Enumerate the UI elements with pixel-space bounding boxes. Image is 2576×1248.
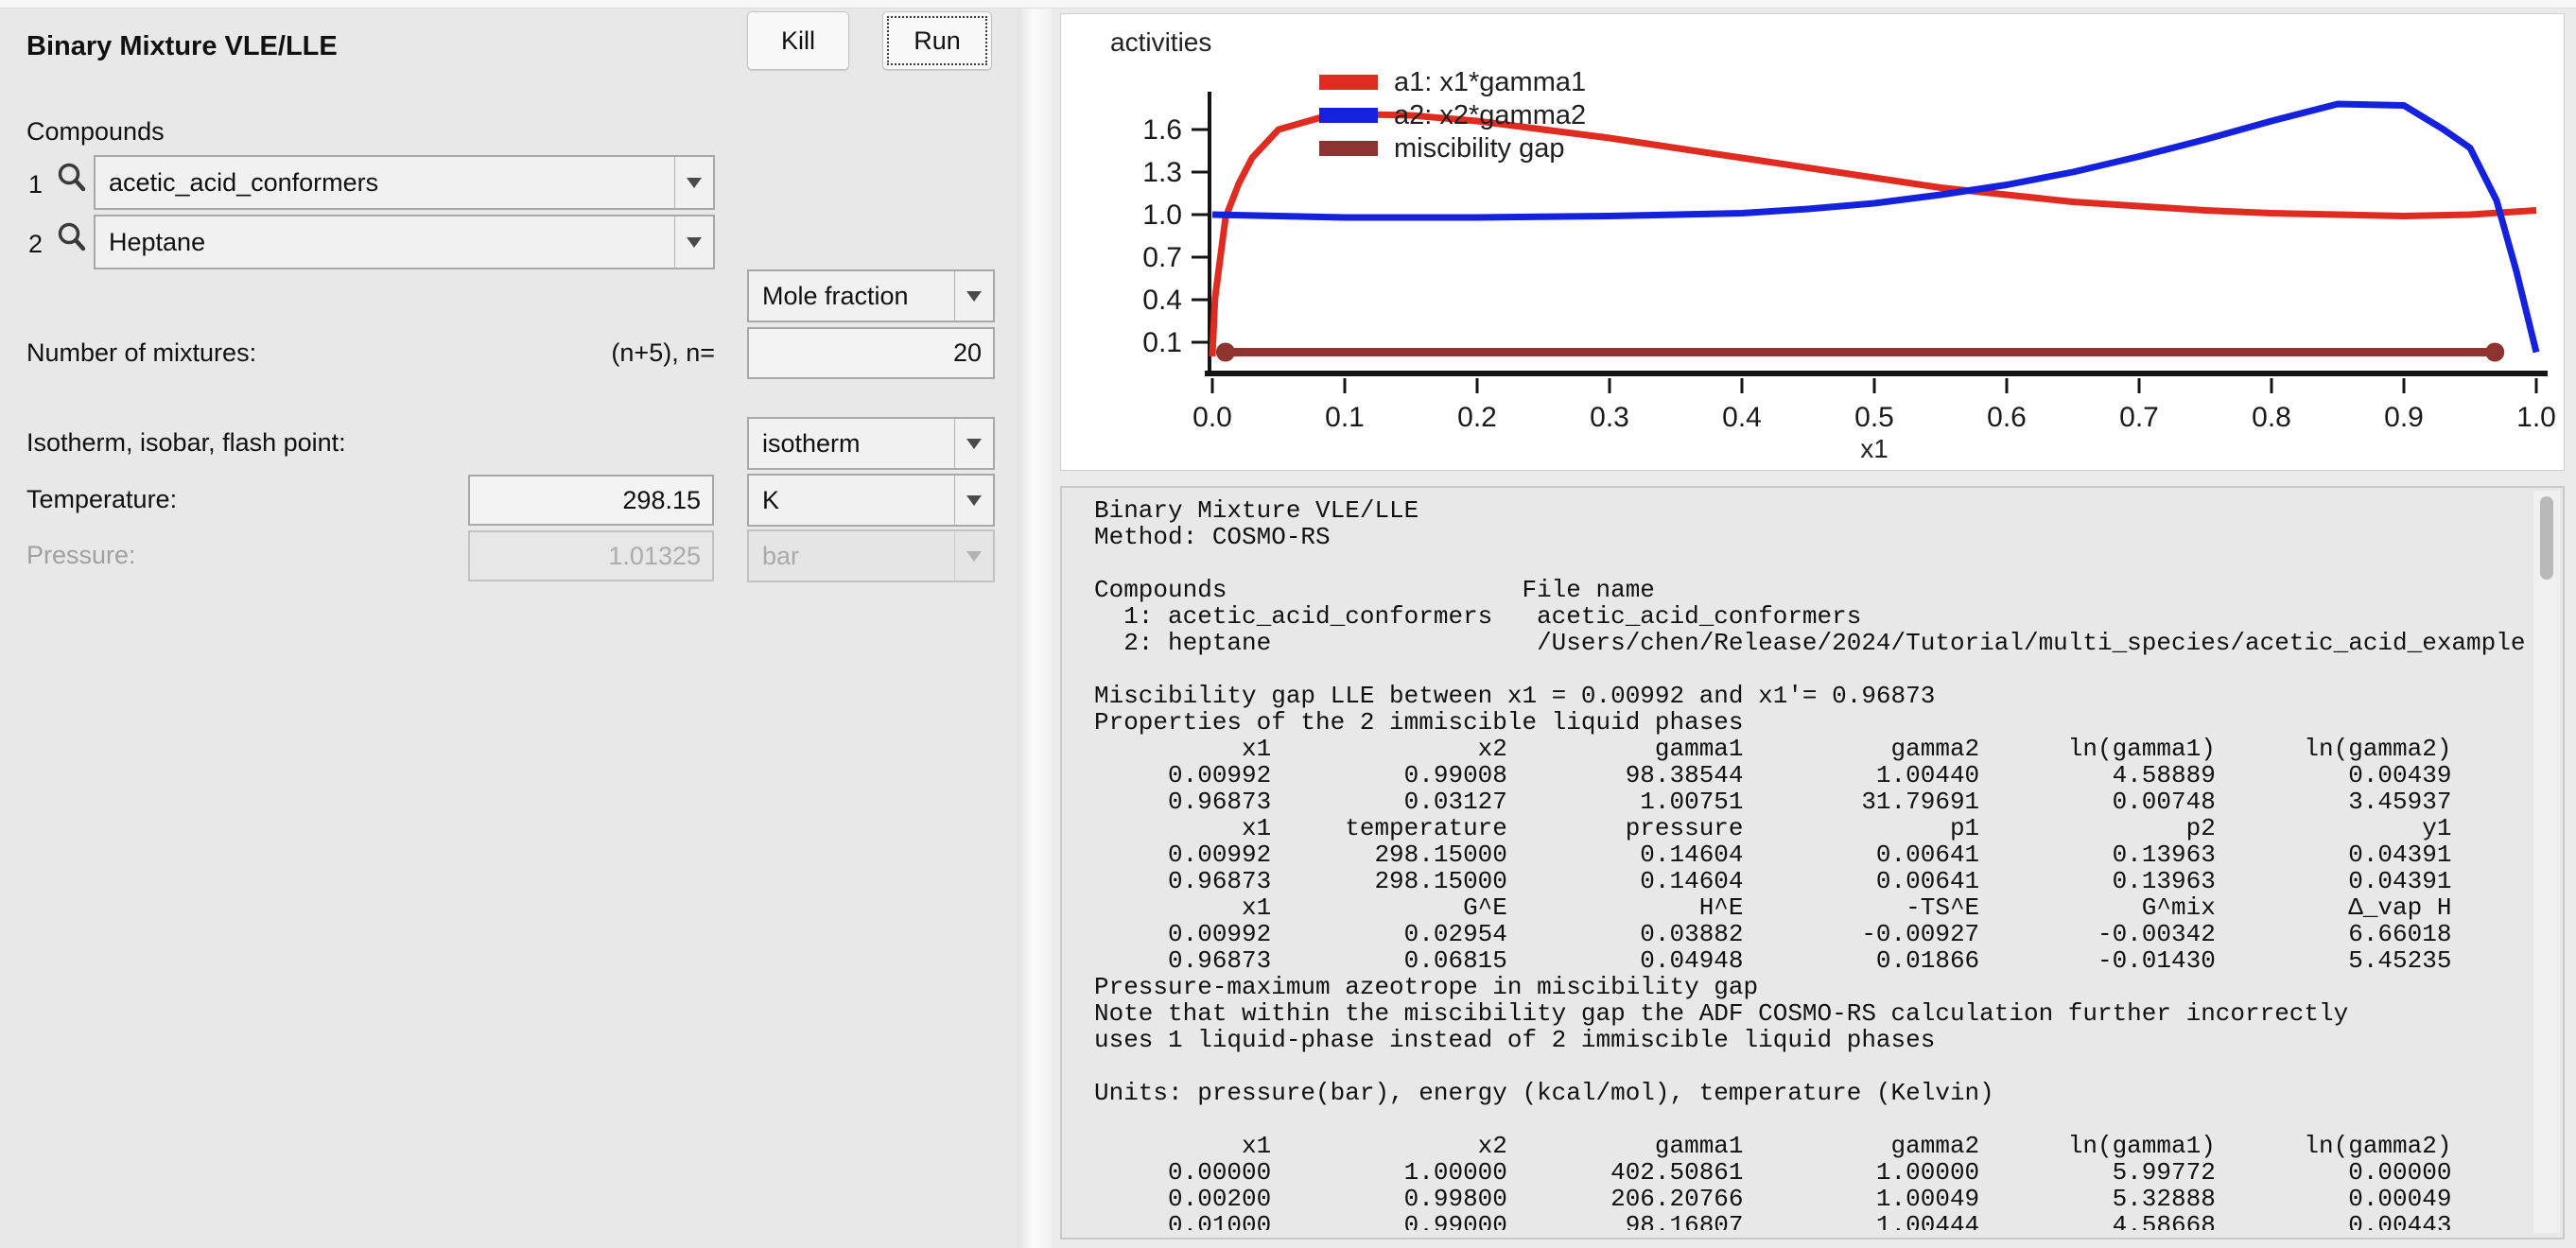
- composition-unit-value: Mole fraction: [762, 281, 909, 310]
- x-tick-label: 0.4: [1722, 402, 1762, 433]
- mixtures-label: Number of mixtures:: [26, 338, 257, 367]
- miscibility-gap-endpoint: [2485, 342, 2505, 362]
- mode-value: isotherm: [762, 428, 861, 458]
- temperature-input[interactable]: [468, 475, 714, 526]
- search-icon: [58, 163, 86, 192]
- miscibility-gap-endpoint: [1215, 342, 1235, 362]
- y-tick-label: 0.4: [1142, 285, 1182, 316]
- x-tick-label: 0.3: [1590, 402, 1629, 433]
- chevron-down-icon: [955, 419, 993, 468]
- y-tick-label: 1.6: [1142, 114, 1182, 146]
- compound-1-index: 1: [28, 170, 44, 199]
- legend-label: a2: x2*gamma2: [1394, 100, 1586, 130]
- series-line-2: [1211, 100, 2540, 354]
- y-tick-label: 0.1: [1142, 327, 1182, 358]
- chevron-down-icon: [955, 271, 993, 321]
- page-title: Binary Mixture VLE/LLE: [26, 31, 338, 61]
- chart-x-axis-label: x1: [1860, 434, 1888, 463]
- kill-button[interactable]: Kill: [747, 11, 849, 70]
- activities-chart: 0.1 0.4 0.7 1.0 1.3 1.6 0.0 0.1 0.2 0.3 0.4 0.5 0.6 0…: [1060, 13, 2565, 471]
- chart-svg: 0.1 0.4 0.7 1.0 1.3 1.6 0.0 0.1 0.2 0.3 0.4 0.5 0.6 0…: [1142, 67, 2556, 433]
- output-scrollbar: [2533, 491, 2560, 1233]
- mixtures-input[interactable]: [747, 327, 995, 379]
- compound-2-search-button[interactable]: [55, 220, 89, 256]
- x-tick-label: 0.2: [1457, 402, 1497, 433]
- temperature-unit-dropdown[interactable]: K: [747, 474, 995, 527]
- pressure-input: [468, 530, 714, 581]
- panel-splitter[interactable]: [1018, 9, 1052, 1248]
- series-line-1: [1209, 111, 2537, 357]
- x-tick-label: 1.0: [2516, 402, 2556, 433]
- chart-title: activities: [1110, 27, 1212, 57]
- compound-2-combobox[interactable]: Heptane: [94, 215, 715, 269]
- combo-separator: [674, 157, 675, 208]
- compounds-label: Compounds: [26, 116, 165, 146]
- settings-panel: Binary Mixture VLE/LLE Kill Run Compound…: [0, 9, 1018, 1248]
- x-tick-label: 0.1: [1325, 402, 1365, 433]
- chevron-down-icon: [955, 476, 993, 525]
- x-tick-label: 0.5: [1854, 402, 1894, 433]
- combo-separator: [954, 476, 955, 525]
- pressure-label: Pressure:: [26, 540, 136, 569]
- x-tick-label: 0.8: [2252, 402, 2291, 433]
- combo-separator: [954, 419, 955, 468]
- chevron-down-icon: [955, 531, 993, 581]
- x-tick-label: 0.7: [2119, 402, 2159, 433]
- mode-label: Isotherm, isobar, flash point:: [26, 427, 346, 457]
- x-tick-label: 0.0: [1192, 402, 1232, 433]
- combo-separator: [954, 531, 955, 581]
- legend-swatch: [1319, 108, 1378, 123]
- y-tick-label: 1.3: [1142, 157, 1182, 188]
- search-icon: [58, 222, 86, 251]
- combo-separator: [954, 271, 955, 321]
- compound-1-search-button[interactable]: [55, 161, 89, 197]
- composition-unit-dropdown[interactable]: Mole fraction: [747, 269, 995, 322]
- compound-1-combobox[interactable]: acetic_acid_conformers: [94, 155, 715, 210]
- x-tick-label: 0.6: [1987, 402, 2027, 433]
- output-text-panel: Binary Mixture VLE/LLE Method: COSMO-RS …: [1060, 486, 2565, 1239]
- legend-swatch: [1319, 75, 1378, 90]
- run-button[interactable]: Run: [882, 11, 992, 70]
- chevron-down-icon: [675, 217, 713, 268]
- legend-label: a1: x1*gamma1: [1394, 67, 1586, 97]
- compound-2-value: Heptane: [109, 227, 206, 256]
- combo-separator: [674, 217, 675, 268]
- legend-label: miscibility gap: [1394, 133, 1565, 164]
- pressure-unit-value: bar: [762, 541, 800, 570]
- temperature-unit-value: K: [762, 485, 780, 514]
- temperature-label: Temperature:: [26, 484, 178, 513]
- pressure-unit-dropdown: bar: [747, 529, 995, 582]
- legend-swatch: [1319, 141, 1378, 156]
- compound-2-index: 2: [28, 230, 44, 258]
- window-top-strip: [0, 0, 2576, 9]
- y-tick-label: 0.7: [1142, 242, 1182, 273]
- y-tick-label: 1.0: [1142, 199, 1182, 231]
- output-scrollbar-thumb[interactable]: [2540, 496, 2553, 580]
- mixtures-formula: (n+5), n=: [611, 338, 715, 367]
- chevron-down-icon: [675, 157, 713, 208]
- calculation-output-text: Binary Mixture VLE/LLE Method: COSMO-RS …: [1094, 497, 2526, 1230]
- mode-dropdown[interactable]: isotherm: [747, 417, 995, 470]
- compound-1-value: acetic_acid_conformers: [109, 167, 379, 197]
- x-tick-label: 0.9: [2384, 402, 2424, 433]
